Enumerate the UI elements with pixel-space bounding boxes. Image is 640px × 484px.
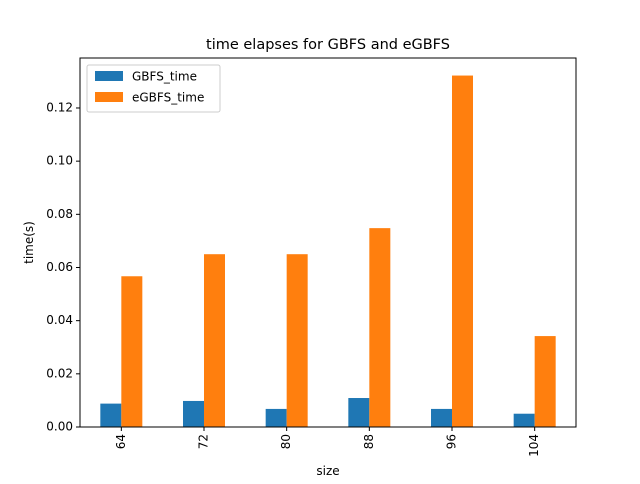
bar-egbfs-time-104 xyxy=(534,336,556,427)
y-tick-label: 0.10 xyxy=(46,154,73,168)
legend: GBFS_time eGBFS_time xyxy=(86,64,221,113)
bar-gbfs-time-88 xyxy=(348,398,370,427)
bar-gbfs-time-64 xyxy=(100,403,122,427)
x-tick-label: 80 xyxy=(279,434,293,449)
x-tick-label: 88 xyxy=(362,434,376,449)
legend-swatch-egbfs xyxy=(95,92,123,102)
bar-egbfs-time-80 xyxy=(286,254,308,427)
y-axis-label: time(s) xyxy=(22,221,36,264)
chart-title: time elapses for GBFS and eGBFS xyxy=(206,37,450,53)
bar-gbfs-time-104 xyxy=(513,413,535,427)
y-tick-label: 0.12 xyxy=(46,100,73,114)
y-ticks: 0.00 0.02 0.04 0.06 0.08 0.10 0.12 xyxy=(46,100,80,434)
x-tick-label: 72 xyxy=(197,434,211,449)
x-tick-label: 104 xyxy=(527,434,541,457)
bar-gbfs-time-80 xyxy=(265,408,287,427)
bar-gbfs-time-72 xyxy=(183,400,204,427)
x-axis-label: size xyxy=(316,464,339,478)
x-ticks: 64 72 80 88 96 104 xyxy=(114,427,541,457)
legend-label-gbfs: GBFS_time xyxy=(132,70,197,84)
x-tick-label: 96 xyxy=(445,434,459,449)
y-tick-label: 0.04 xyxy=(46,313,73,327)
legend-label-egbfs: eGBFS_time xyxy=(132,91,204,105)
bar-egbfs-time-96 xyxy=(452,75,473,428)
y-tick-label: 0.02 xyxy=(46,366,73,380)
bar-gbfs-time-96 xyxy=(431,408,452,427)
bar-egbfs-time-64 xyxy=(121,276,143,427)
bars-layer xyxy=(100,75,556,428)
bar-egbfs-time-72 xyxy=(204,254,225,427)
y-tick-label: 0.08 xyxy=(46,207,73,221)
y-tick-label: 0.00 xyxy=(46,420,73,434)
y-tick-label: 0.06 xyxy=(46,260,73,274)
bar-egbfs-time-88 xyxy=(369,228,391,427)
legend-swatch-gbfs xyxy=(95,71,123,81)
plot-frame xyxy=(79,57,577,428)
x-tick-label: 64 xyxy=(114,434,128,449)
